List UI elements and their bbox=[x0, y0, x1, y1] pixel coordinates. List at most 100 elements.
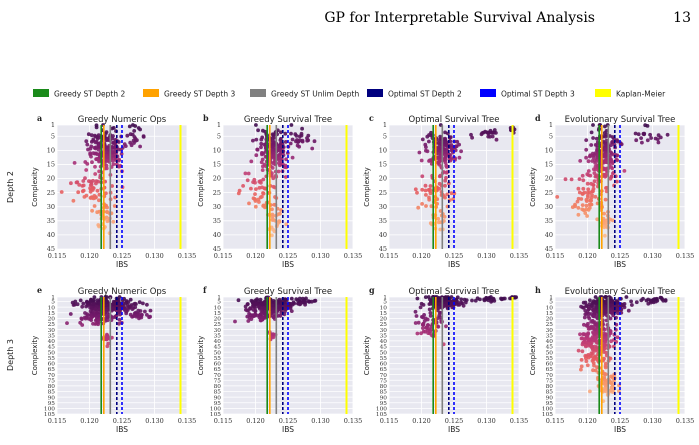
y-tick-label: 85 bbox=[546, 390, 554, 396]
y-tick-label: 55 bbox=[48, 356, 56, 362]
scatter-point bbox=[423, 188, 428, 193]
scatter-point bbox=[587, 202, 592, 207]
y-tick-label: 1 bbox=[217, 121, 221, 129]
scatter-point bbox=[111, 150, 115, 155]
scatter-point bbox=[578, 332, 582, 337]
scatter-point bbox=[254, 137, 259, 142]
scatter-point bbox=[133, 136, 138, 141]
scatter-point bbox=[97, 159, 101, 164]
y-tick-label: 25 bbox=[48, 322, 56, 328]
scatter-point bbox=[512, 295, 517, 299]
panel-d: 0.115 0.120 0.125 0.130 0.135151015202530354… bbox=[529, 113, 694, 269]
scatter-point bbox=[416, 320, 421, 325]
scatter-point bbox=[639, 136, 643, 141]
scatter-point bbox=[603, 295, 608, 299]
y-tick-label: 5 bbox=[51, 132, 55, 140]
y-tick-label: 55 bbox=[546, 356, 554, 362]
scatter-point bbox=[290, 155, 295, 160]
scatter-point bbox=[249, 159, 254, 164]
scatter-point bbox=[626, 308, 631, 313]
scatter-point bbox=[253, 199, 258, 203]
scatter-point bbox=[649, 136, 653, 140]
scatter-point bbox=[423, 295, 428, 299]
scatter-point bbox=[145, 313, 149, 317]
scatter-point bbox=[444, 170, 449, 175]
scatter-point bbox=[298, 301, 303, 306]
y-tick-label: 45 bbox=[47, 245, 55, 253]
scatter-point bbox=[131, 314, 136, 319]
scatter-point bbox=[593, 194, 598, 199]
scatter-point bbox=[276, 313, 281, 318]
scatter-point bbox=[288, 306, 293, 311]
scatter-point bbox=[96, 313, 101, 318]
x-tick-label: 0.130 bbox=[145, 417, 164, 425]
scatter-point bbox=[251, 196, 256, 201]
scatter-point bbox=[261, 164, 265, 169]
x-tick-label: 0.115 bbox=[214, 252, 233, 260]
scatter-point bbox=[444, 165, 449, 169]
running-title: GP for Interpretable Survival Analysis bbox=[324, 10, 595, 26]
scatter-point bbox=[90, 160, 94, 165]
scatter-point bbox=[592, 167, 596, 172]
y-tick-label: 15 bbox=[545, 161, 553, 169]
scatter-point bbox=[609, 385, 614, 390]
scatter-point bbox=[104, 295, 109, 299]
scatter-point bbox=[289, 131, 293, 136]
scatter-point bbox=[591, 320, 596, 324]
x-tick-label: 0.115 bbox=[546, 417, 565, 425]
scatter-point bbox=[579, 367, 583, 372]
scatter-point bbox=[591, 357, 596, 361]
scatter-point bbox=[259, 145, 263, 150]
scatter-point bbox=[300, 126, 304, 131]
x-tick-label: 0.120 bbox=[246, 417, 265, 425]
scatter-point bbox=[88, 305, 92, 310]
scatter-point bbox=[104, 300, 108, 305]
scatter-point bbox=[593, 368, 598, 373]
y-axis-label: Complexity bbox=[31, 336, 39, 376]
y-tick-label: 100 bbox=[210, 407, 221, 413]
x-tick-label: 0.130 bbox=[477, 417, 496, 425]
y-tick-label: 70 bbox=[546, 373, 554, 379]
panel-c: 0.115 0.120 0.125 0.130 0.135151015202530354… bbox=[363, 113, 528, 269]
scatter-point bbox=[94, 123, 99, 128]
y-tick-label: 50 bbox=[214, 350, 222, 356]
legend-entry: Optimal ST Depth 3 bbox=[480, 89, 575, 99]
row-labels: Depth 2 Depth 3 bbox=[6, 171, 15, 371]
scatter-point bbox=[586, 208, 591, 212]
y-tick-label: 85 bbox=[214, 390, 222, 396]
scatter-point bbox=[656, 140, 661, 145]
row-label: Depth 3 bbox=[6, 339, 15, 371]
scatter-point bbox=[130, 307, 135, 311]
scatter-point bbox=[580, 207, 585, 212]
scatter-point bbox=[609, 143, 613, 148]
scatter-point bbox=[457, 155, 462, 160]
scatter-point bbox=[443, 154, 448, 159]
scatter-point bbox=[420, 137, 425, 142]
scatter-point bbox=[586, 159, 591, 164]
scatter-point bbox=[259, 137, 264, 142]
scatter-point bbox=[88, 196, 93, 200]
scatter-point bbox=[69, 181, 73, 186]
scatter-point bbox=[581, 178, 586, 183]
scatter-point bbox=[429, 204, 434, 209]
scatter-point bbox=[423, 183, 428, 188]
scatter-point bbox=[111, 219, 116, 224]
legend-swatch bbox=[250, 89, 266, 97]
x-axis-label: IBS bbox=[282, 425, 294, 434]
scatter-point bbox=[588, 298, 592, 303]
x-tick-label: 0.135 bbox=[510, 252, 529, 260]
y-axis-label: Complexity bbox=[197, 336, 205, 376]
scatter-point bbox=[443, 178, 448, 183]
scatter-point bbox=[283, 140, 288, 144]
y-axis-label: Complexity bbox=[363, 167, 371, 207]
scatter-point bbox=[241, 184, 246, 188]
scatter-point bbox=[614, 153, 619, 158]
y-tick-label: 60 bbox=[380, 362, 388, 368]
scatter-point bbox=[127, 304, 131, 309]
scatter-point bbox=[604, 387, 609, 391]
scatter-point bbox=[86, 132, 91, 137]
scatter-point bbox=[603, 364, 608, 368]
scatter-point bbox=[449, 191, 454, 196]
scatter-point bbox=[304, 296, 308, 301]
scatter-point bbox=[104, 210, 109, 214]
